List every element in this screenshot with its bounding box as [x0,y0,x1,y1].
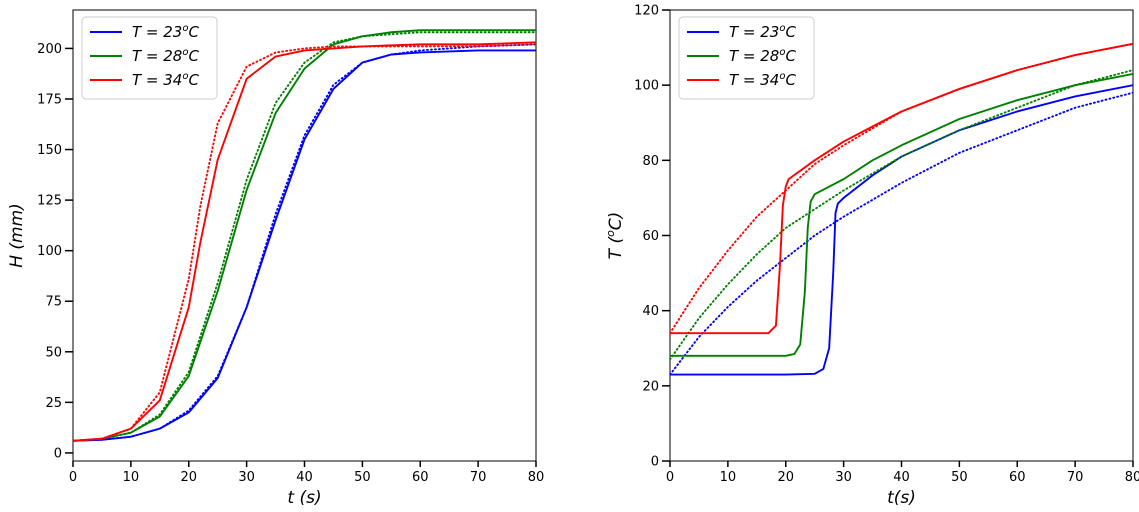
y-tick-label: 80 [642,154,659,169]
y-tick-label: 40 [642,304,659,319]
series-line-model-0000ff [73,43,536,442]
legend-label: T = 23oC [729,23,796,41]
legend-label: T = 23oC [132,23,199,41]
y-tick-label: 0 [54,446,62,461]
y-axis-label: T (oC) [604,212,626,260]
x-tick-label: 30 [835,470,852,485]
legend-label: T = 28oC [729,47,796,65]
y-tick-label: 0 [651,455,659,470]
x-tick-label: 80 [1125,470,1139,485]
y-tick-label: 75 [45,295,62,310]
x-tick-label: 20 [180,470,197,485]
series-line-measured-0000ff [670,84,1133,376]
y-tick-label: 150 [37,143,62,158]
x-tick-label: 60 [412,470,429,485]
series-line-measured-0000ff [73,49,536,442]
x-tick-label: 50 [951,470,968,485]
y-tick-label: 100 [634,79,659,94]
series-line-model-008000 [670,69,1133,361]
x-tick-label: 0 [69,470,77,485]
y-tick-label: 20 [642,379,659,394]
x-tick-label: 40 [296,470,313,485]
series-line-model-ff0000 [670,42,1133,335]
y-tick-label: 100 [37,244,62,259]
chart-panel-1: 0 10 20 30 40 50 60 70 80 0 25 50 75 100 125 150 175 200 t… [7,9,545,508]
x-tick-label: 10 [123,470,140,485]
legend: T = 23oC T = 28oC T = 34oC [678,16,815,100]
y-tick-label: 25 [45,396,62,411]
x-tick-label: 60 [1009,470,1026,485]
series-line-model-0000ff [670,91,1133,376]
y-tick-label: 60 [642,229,659,244]
y-tick-label: 175 [37,92,62,107]
x-tick-label: 10 [720,470,737,485]
x-tick-label: 70 [470,470,487,485]
legend-box [81,16,218,100]
legend: T = 23oC T = 28oC T = 34oC [81,16,218,100]
series-line-model-008000 [73,31,536,442]
legend-box [678,16,815,100]
y-tick-label: 50 [45,345,62,360]
series-line-measured-008000 [670,72,1133,357]
series-line-measured-ff0000 [73,41,536,442]
legend-label: T = 34oC [729,71,796,89]
x-axis-label: t (s) [287,488,321,508]
x-tick-label: 40 [893,470,910,485]
y-tick-label: 120 [634,4,659,19]
x-tick-label: 20 [777,470,794,485]
series-line-model-ff0000 [73,43,536,442]
legend-label: T = 28oC [132,47,199,65]
y-axis-label: H (mm) [7,203,27,268]
y-tick-label: 125 [37,194,62,209]
x-axis-label: t(s) [887,488,916,508]
y-tick-label: 200 [37,42,62,57]
x-tick-label: 50 [354,470,371,485]
x-tick-label: 30 [238,470,255,485]
chart-panel-2: 0 10 20 30 40 50 60 70 80 0 20 40 60 80 100 120 t(s) T (o… [604,4,1139,509]
x-tick-label: 0 [666,470,674,485]
legend-label: T = 34oC [132,71,199,89]
x-tick-label: 70 [1067,470,1084,485]
x-tick-label: 80 [528,470,545,485]
